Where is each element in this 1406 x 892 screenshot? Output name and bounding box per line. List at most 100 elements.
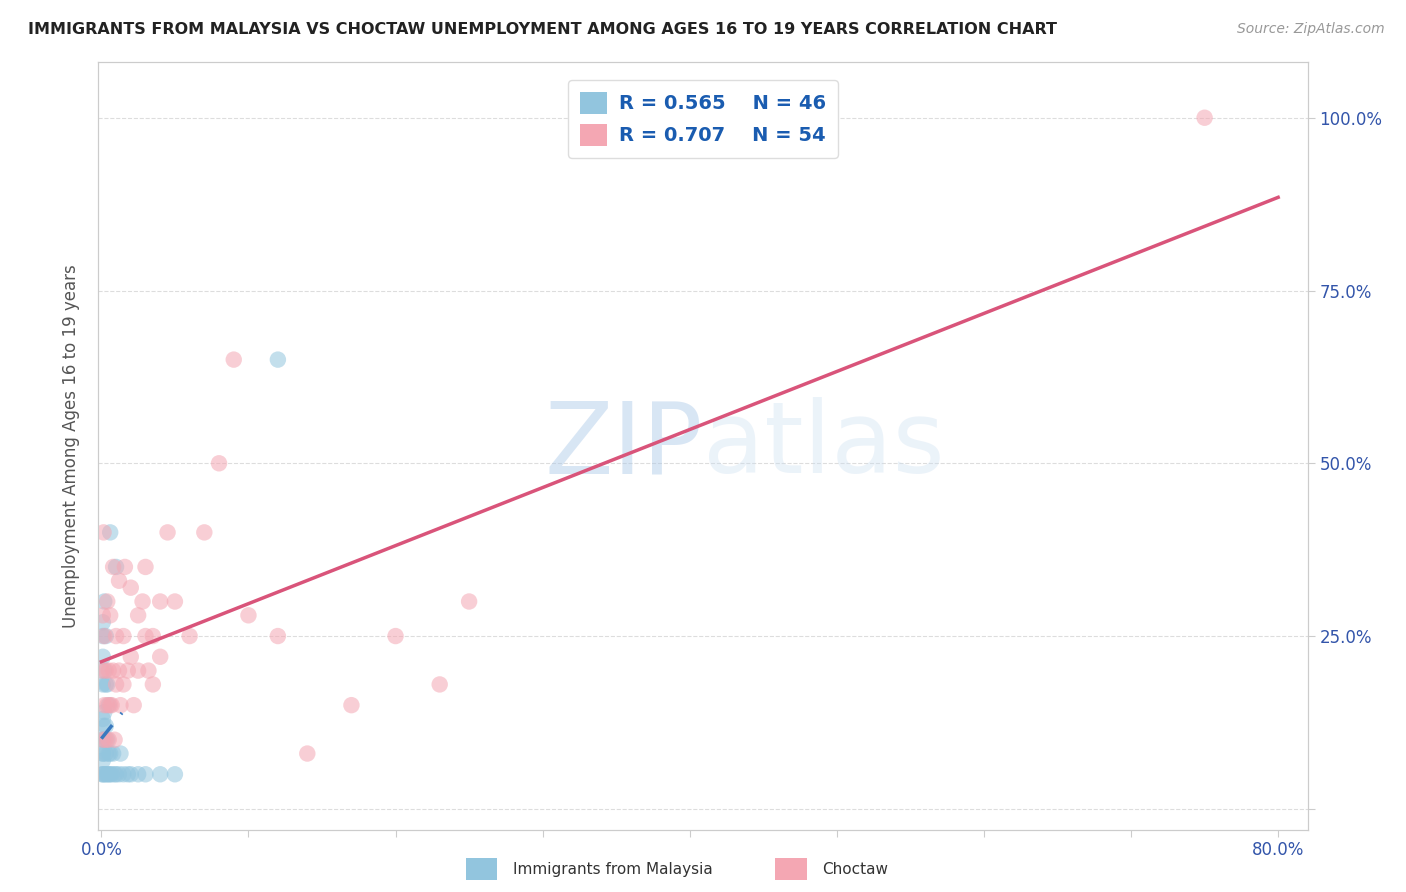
Point [94,732,117,747]
Point [149,649,172,664]
Point [96,732,118,747]
Point [110,698,132,713]
Point [156,525,179,540]
Point [96,767,118,781]
Point [1194,111,1216,125]
Point [105,767,128,781]
Point [91,747,114,761]
Point [108,664,131,678]
Point [117,767,139,781]
Point [94,719,117,733]
Point [208,456,231,470]
Text: ZIP: ZIP [544,398,703,494]
Point [114,560,136,574]
Point [163,767,186,781]
Point [93,629,115,643]
Point [93,732,115,747]
Point [267,352,290,367]
Point [93,594,115,608]
Point [120,767,142,781]
Point [98,525,121,540]
Point [100,767,122,781]
Point [179,629,201,643]
Point [91,712,114,726]
Point [429,677,451,691]
Point [458,594,481,608]
Point [91,754,114,768]
Point [131,594,153,608]
Point [91,732,114,747]
Point [91,608,114,623]
Point [91,629,114,643]
Point [138,664,160,678]
Point [108,767,131,781]
Point [91,677,114,691]
Point [127,767,149,781]
Point [97,732,120,747]
Point [94,677,117,691]
Point [94,629,117,643]
Point [112,629,135,643]
Point [108,574,131,588]
Point [93,698,115,713]
Point [96,677,118,691]
Point [96,594,118,608]
Point [97,747,120,761]
Point [297,747,319,761]
Point [98,747,121,761]
Point [96,698,118,713]
Point [101,560,124,574]
Text: Immigrants from Malaysia: Immigrants from Malaysia [513,863,713,877]
Point [134,767,156,781]
Point [117,664,139,678]
Text: IMMIGRANTS FROM MALAYSIA VS CHOCTAW UNEMPLOYMENT AMONG AGES 16 TO 19 YEARS CORRE: IMMIGRANTS FROM MALAYSIA VS CHOCTAW UNEM… [28,22,1057,37]
Text: Source: ZipAtlas.com: Source: ZipAtlas.com [1237,22,1385,37]
Point [93,767,115,781]
Point [134,629,156,643]
Point [134,560,156,574]
Point [163,594,186,608]
Point [93,705,115,719]
Point [110,747,132,761]
Text: atlas: atlas [703,398,945,494]
Point [91,767,114,781]
Point [120,581,142,595]
Point [127,664,149,678]
Point [112,677,135,691]
Point [149,767,172,781]
Point [98,608,121,623]
Text: Choctaw: Choctaw [823,863,889,877]
Point [112,767,135,781]
Bar [465,858,498,880]
Point [122,698,145,713]
Point [91,732,114,747]
Legend: R = 0.565    N = 46, R = 0.707    N = 54: R = 0.565 N = 46, R = 0.707 N = 54 [568,79,838,158]
Point [100,698,122,713]
Point [94,767,117,781]
Point [97,767,120,781]
Point [142,629,165,643]
Point [127,608,149,623]
Point [105,677,128,691]
Point [93,525,115,540]
Point [222,352,245,367]
Point [267,629,290,643]
Point [97,698,120,713]
Bar [775,858,807,880]
Point [97,664,120,678]
Point [105,629,128,643]
Point [91,767,114,781]
Point [91,747,114,761]
Point [149,594,172,608]
Point [104,732,127,747]
Point [94,664,117,678]
Point [340,698,363,713]
Point [142,677,165,691]
Y-axis label: Unemployment Among Ages 16 to 19 years: Unemployment Among Ages 16 to 19 years [62,264,80,628]
Point [101,664,124,678]
Point [98,767,121,781]
Point [91,615,114,630]
Point [120,649,142,664]
Point [101,747,124,761]
Point [94,747,117,761]
